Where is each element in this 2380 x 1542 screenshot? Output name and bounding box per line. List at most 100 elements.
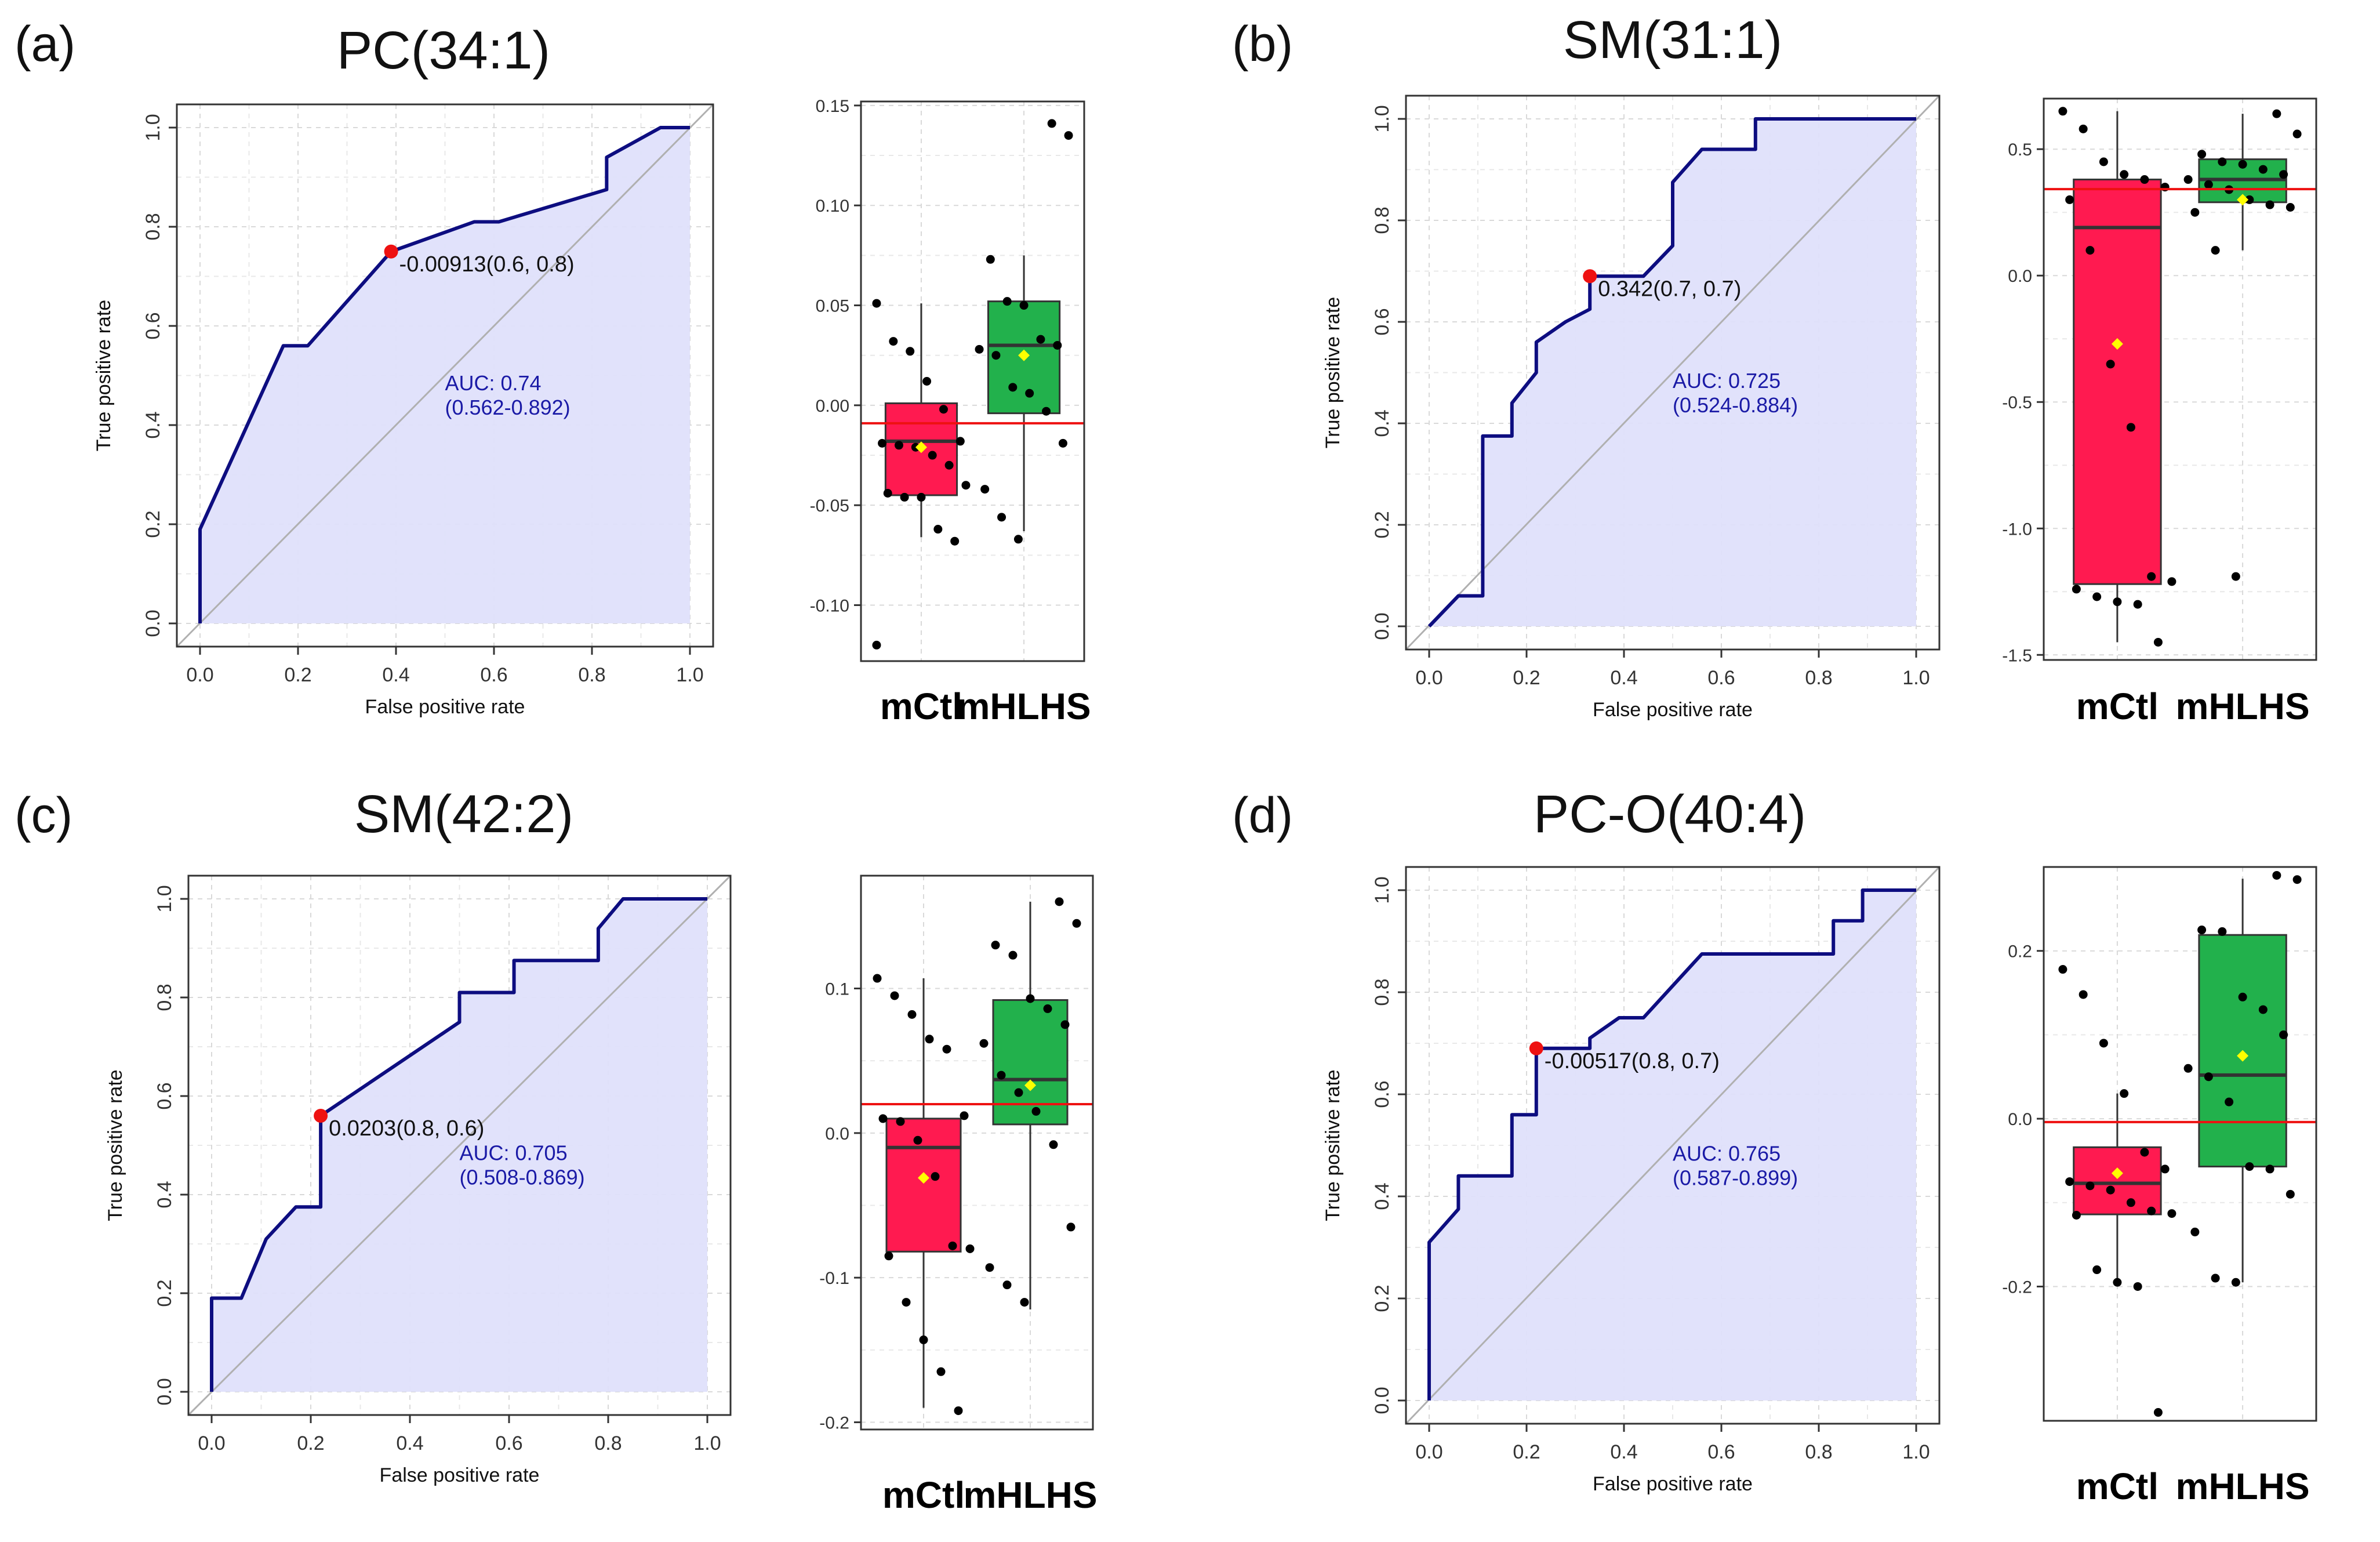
- data-point: [2265, 1164, 2274, 1174]
- auc-ci-label: (0.524-0.884): [1673, 393, 1798, 417]
- y-tick-label: 0.0: [1371, 1387, 1393, 1414]
- data-point: [2183, 1064, 2193, 1073]
- y-tick-label: 0.2: [142, 510, 164, 538]
- roc-curve: [210, 897, 707, 1392]
- y-tick-label: 1.0: [142, 114, 164, 141]
- data-point: [2065, 195, 2074, 204]
- data-point: [2167, 1209, 2176, 1218]
- x-tick-label: 0.8: [594, 1432, 622, 1454]
- box-y-tick-label: -0.5: [2002, 393, 2032, 412]
- y-tick-label: 0.8: [142, 213, 164, 240]
- data-point: [944, 460, 954, 470]
- data-point: [2285, 202, 2295, 212]
- mean-marker: [918, 1172, 929, 1184]
- group-label: mHLHS: [2176, 685, 2310, 727]
- cutoff-point: [384, 244, 398, 259]
- data-point: [2126, 1198, 2135, 1207]
- data-point: [2085, 246, 2095, 255]
- data-point: [2197, 150, 2207, 159]
- y-tick-label: 1.0: [1371, 876, 1393, 904]
- x-tick-label: 1.0: [676, 664, 703, 686]
- x-tick-label: 0.8: [578, 664, 605, 686]
- mean-marker: [2111, 338, 2123, 350]
- data-point: [873, 974, 882, 983]
- data-point: [2106, 1185, 2115, 1195]
- data-point: [2211, 246, 2220, 255]
- data-point: [2126, 423, 2135, 432]
- y-tick-label: 0.8: [154, 984, 176, 1011]
- data-point: [1002, 297, 1012, 306]
- data-point: [894, 441, 903, 450]
- box-y-tick-label: 0.00: [816, 397, 849, 416]
- data-point: [931, 1172, 940, 1181]
- data-point: [1053, 340, 1062, 350]
- data-point: [2147, 572, 2156, 581]
- mean-marker: [2111, 1167, 2123, 1180]
- data-point: [2065, 1177, 2074, 1187]
- data-point: [1066, 1222, 1075, 1232]
- x-tick-label: 0.0: [1415, 1441, 1442, 1463]
- data-point: [902, 1298, 911, 1307]
- y-tick-label: 0.4: [142, 411, 164, 438]
- data-point: [2092, 1265, 2102, 1275]
- data-point: [2218, 927, 2227, 936]
- data-point: [1055, 897, 1064, 906]
- data-point: [2079, 124, 2088, 133]
- y-tick-label: 0.6: [154, 1082, 176, 1109]
- panel-d: (d) PC-O(40:4) 0.0 0.0 0.2 0.2 0.4 0.4 0.6 0.6 0.8…: [1232, 785, 2317, 1507]
- data-point: [2258, 1005, 2268, 1014]
- data-point: [2272, 109, 2281, 118]
- data-point: [1026, 994, 1035, 1003]
- data-point: [900, 492, 909, 502]
- auc-label: AUC: 0.765: [1673, 1141, 1781, 1165]
- auc-ci-label: (0.508-0.869): [460, 1166, 585, 1189]
- box-y-tick-label: 0.1: [825, 979, 849, 999]
- data-point: [979, 1039, 989, 1048]
- box-y-tick-label: 0.0: [2008, 1110, 2032, 1129]
- data-point: [1042, 407, 1051, 416]
- x-axis-label: False positive rate: [1593, 1473, 1753, 1495]
- cutoff-point: [314, 1109, 328, 1123]
- data-point: [939, 405, 948, 414]
- box-y-tick-label: -0.2: [2002, 1278, 2032, 1297]
- x-tick-label: 0.6: [1707, 1441, 1735, 1463]
- data-point: [917, 492, 926, 502]
- data-point: [883, 489, 892, 498]
- box-y-tick-label: -1.0: [2002, 520, 2032, 539]
- chart-title: SM(42:2): [354, 785, 573, 844]
- box-y-tick-label: -0.10: [810, 597, 849, 616]
- data-point: [2190, 1227, 2200, 1236]
- box-y-tick-label: 0.5: [2008, 140, 2032, 159]
- data-point: [872, 640, 881, 650]
- data-point: [907, 1010, 917, 1019]
- data-point: [2072, 1210, 2081, 1220]
- data-point: [2272, 870, 2281, 880]
- box-y-tick-label: -0.05: [810, 496, 849, 516]
- x-tick-label: 1.0: [693, 1432, 721, 1454]
- data-point: [928, 451, 937, 460]
- data-point: [1047, 119, 1056, 128]
- roc-plot-frame: [1405, 866, 1941, 1425]
- data-point: [2153, 1408, 2163, 1417]
- data-point: [2133, 600, 2142, 609]
- data-point: [1020, 1298, 1029, 1307]
- x-tick-label: 0.4: [1610, 1441, 1637, 1463]
- x-tick-label: 0.0: [186, 664, 213, 686]
- data-point: [925, 1035, 934, 1044]
- y-tick-label: 0.4: [154, 1181, 176, 1208]
- data-point: [2279, 1030, 2288, 1039]
- data-point: [960, 1111, 969, 1120]
- y-tick-label: 0.0: [154, 1378, 176, 1405]
- x-axis-label: False positive rate: [1593, 699, 1753, 721]
- data-point: [2258, 165, 2268, 174]
- data-point: [2245, 195, 2254, 204]
- roc-curve: [1427, 117, 1916, 628]
- data-point: [2285, 1189, 2295, 1199]
- data-point: [2153, 637, 2163, 647]
- data-point: [2120, 1089, 2129, 1098]
- data-point: [991, 351, 1001, 360]
- group-label: mCtl: [2076, 1465, 2159, 1507]
- data-point: [878, 438, 887, 448]
- data-point: [2106, 360, 2115, 369]
- data-point: [1002, 1280, 1012, 1290]
